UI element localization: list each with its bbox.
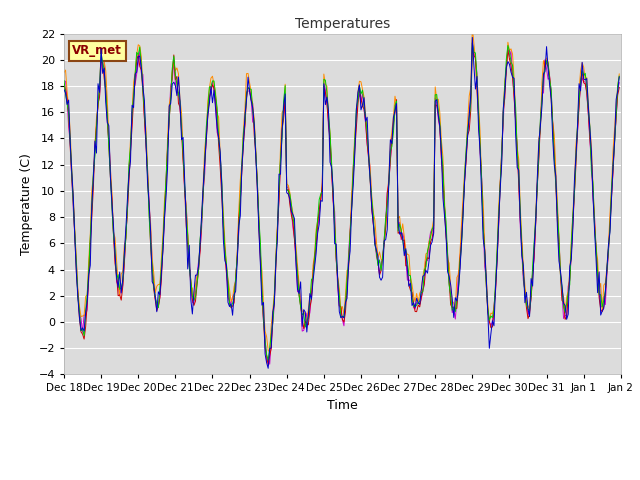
Y-axis label: Temperature (C): Temperature (C) [20, 153, 33, 255]
Title: Temperatures: Temperatures [295, 17, 390, 31]
Text: VR_met: VR_met [72, 44, 122, 57]
X-axis label: Time: Time [327, 399, 358, 412]
